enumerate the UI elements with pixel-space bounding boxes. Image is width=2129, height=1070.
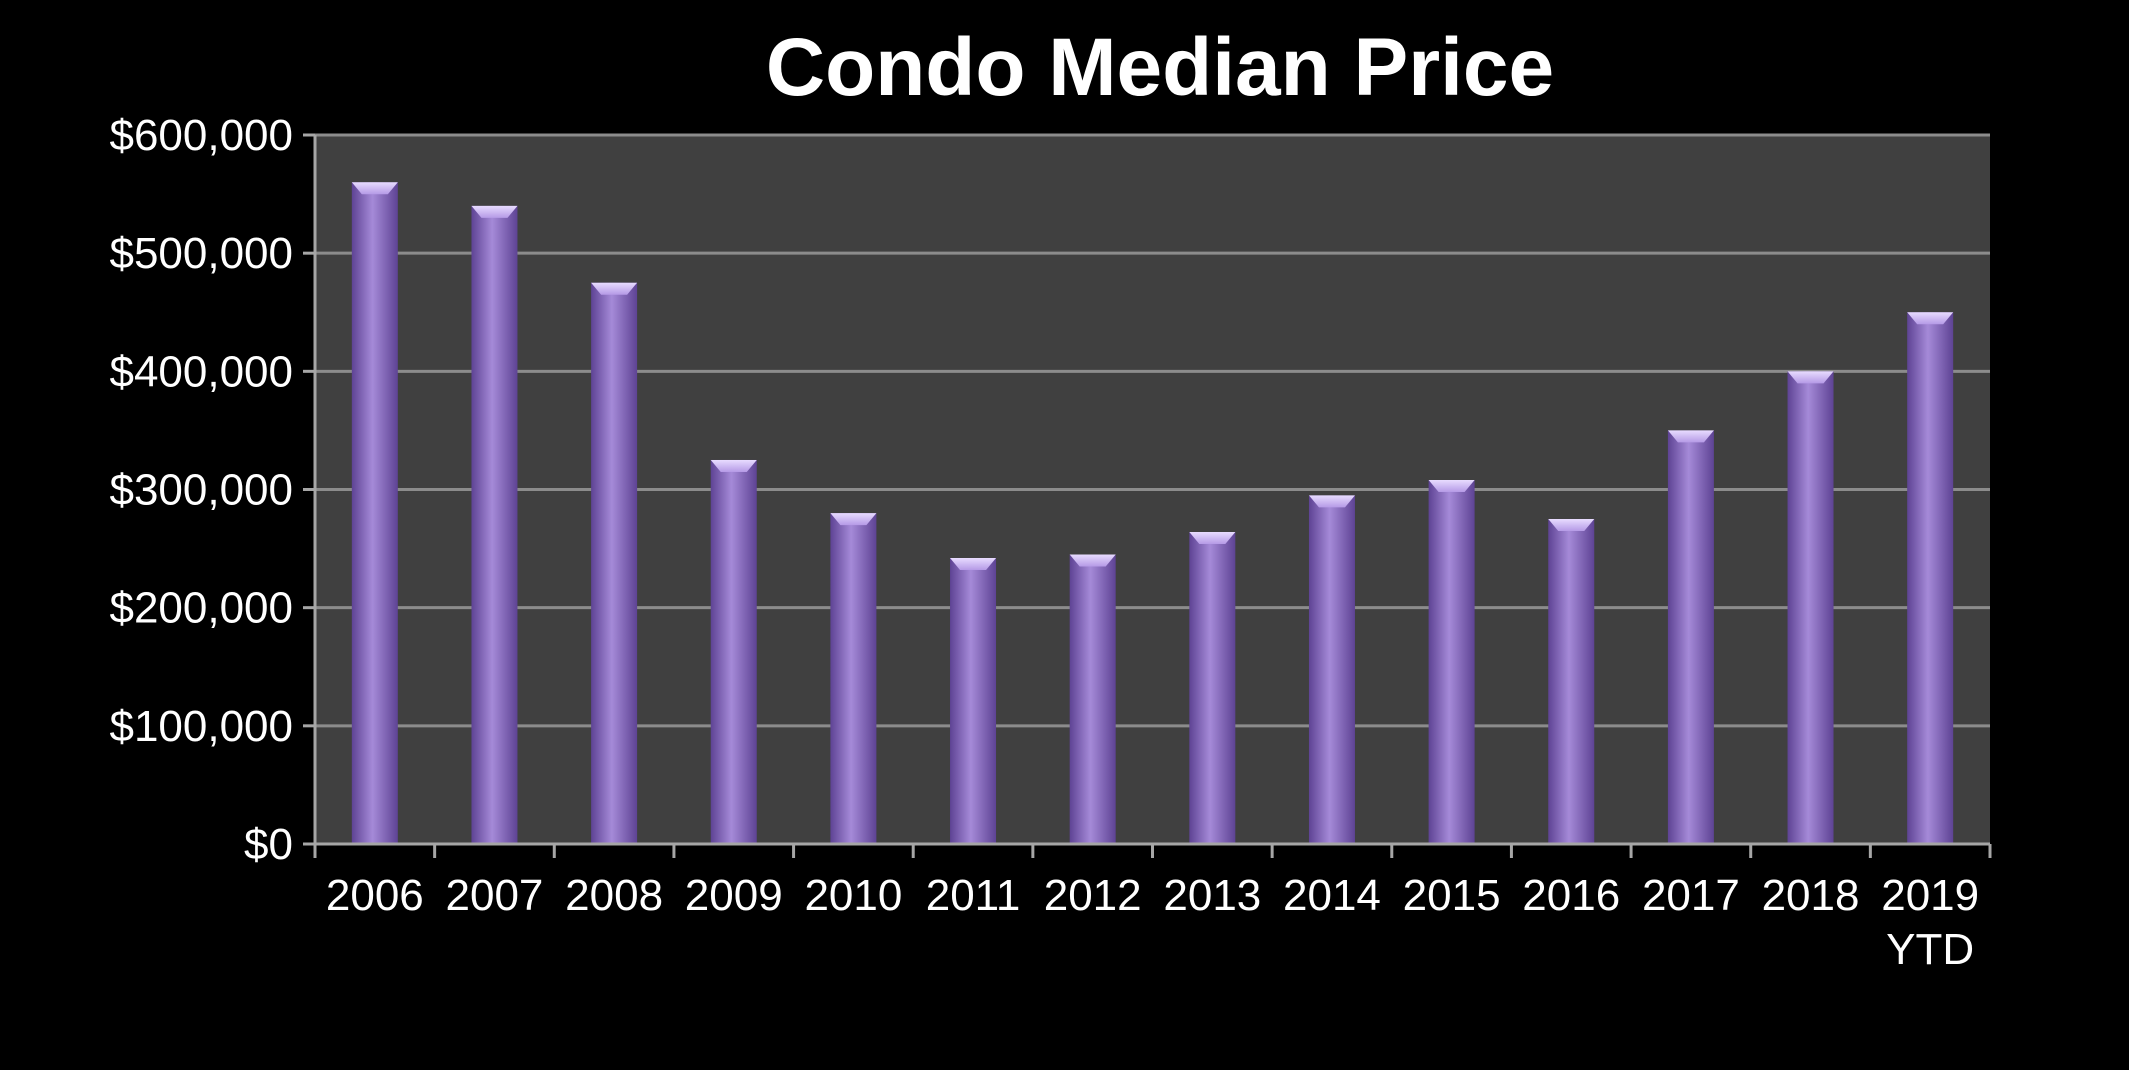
- bar: [1548, 519, 1595, 844]
- bar: [591, 282, 638, 844]
- bar: [1907, 312, 1954, 844]
- axes: [303, 133, 1992, 858]
- bar-cap: [1069, 554, 1116, 567]
- bars: [351, 182, 1954, 844]
- x-tick-label: 2015: [1403, 871, 1501, 920]
- bar: [351, 182, 398, 844]
- bar: [830, 513, 877, 844]
- bar: [1189, 532, 1236, 844]
- x-tick-label: 2014: [1283, 871, 1381, 920]
- x-tick-label: 2013: [1163, 871, 1261, 920]
- x-tick-label: 2010: [804, 871, 902, 920]
- bar-body: [591, 282, 638, 844]
- bar: [1428, 480, 1475, 844]
- bar-body: [1308, 495, 1355, 844]
- x-tick-label: 2009: [685, 871, 783, 920]
- bar-body: [1548, 519, 1595, 844]
- bar-body: [1069, 554, 1116, 844]
- y-tick-label: $400,000: [109, 347, 293, 396]
- x-tick-label: 2007: [446, 871, 544, 920]
- bar-body: [1189, 532, 1236, 844]
- bar-body: [471, 205, 518, 844]
- x-tick-label: YTD: [1886, 925, 1974, 974]
- bar: [1787, 371, 1834, 844]
- x-tick-label: 2012: [1044, 871, 1142, 920]
- chart-title: Condo Median Price: [765, 22, 1555, 113]
- bar-cap: [830, 513, 877, 526]
- bar: [1069, 554, 1116, 844]
- y-tick-label: $600,000: [109, 111, 293, 160]
- bar: [1308, 495, 1355, 844]
- bar-cap: [950, 558, 997, 571]
- tick-labels: $0 $100,000 $200,000 $300,000 $400,000 $500,0…: [109, 111, 1979, 974]
- x-tick-label: 2011: [926, 871, 1021, 920]
- x-tick-label: 2016: [1522, 871, 1620, 920]
- bar: [1667, 430, 1714, 844]
- bar: [710, 459, 757, 844]
- y-tick-label: $100,000: [109, 702, 293, 751]
- bar-cap: [471, 205, 518, 218]
- x-tick-label: 2019: [1881, 871, 1979, 920]
- bar-cap: [1428, 480, 1475, 493]
- bar-body: [950, 558, 997, 844]
- x-tick-label: 2017: [1642, 871, 1740, 920]
- y-tick-label: $500,000: [109, 229, 293, 278]
- bar-body: [1428, 480, 1475, 844]
- bar: [471, 205, 518, 844]
- y-tick-label: $0: [244, 820, 293, 869]
- y-tick-label: $200,000: [109, 584, 293, 633]
- bar-cap: [351, 182, 398, 195]
- bar: [950, 558, 997, 844]
- y-tick-label: $300,000: [109, 466, 293, 515]
- bar-cap: [1667, 430, 1714, 443]
- bar-cap: [710, 459, 757, 472]
- x-tick-label: 2008: [565, 871, 663, 920]
- bar-body: [351, 182, 398, 844]
- bar-body: [710, 459, 757, 844]
- bar-body: [1907, 312, 1954, 844]
- bar-body: [830, 513, 877, 844]
- bar-cap: [1787, 371, 1834, 384]
- bar-body: [1667, 430, 1714, 844]
- bar-cap: [1189, 532, 1236, 545]
- bar-body: [1787, 371, 1834, 844]
- bar-cap: [1907, 312, 1954, 325]
- bar-cap: [1548, 519, 1595, 532]
- bar-cap: [591, 282, 638, 295]
- x-tick-label: 2018: [1762, 871, 1860, 920]
- x-tick-label: 2006: [326, 871, 424, 920]
- bar-cap: [1308, 495, 1355, 508]
